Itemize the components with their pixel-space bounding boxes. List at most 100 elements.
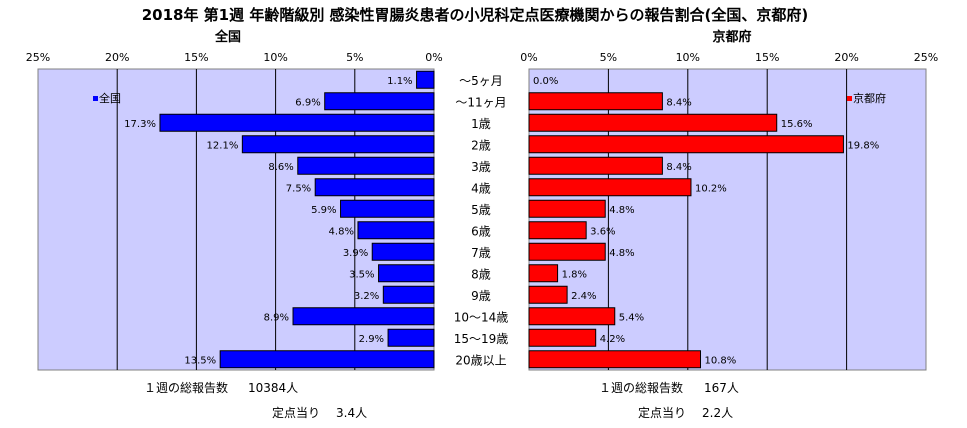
- national-bar: [292, 307, 435, 326]
- kyoto-bar: [528, 350, 702, 369]
- kyoto-bar: [528, 221, 587, 240]
- national-data-label: 5.9%: [311, 205, 336, 216]
- kyoto-tick-label: 25%: [914, 51, 938, 64]
- national-tick-label: 0%: [425, 51, 442, 64]
- national-tick-label: 15%: [184, 51, 208, 64]
- national-bar: [416, 70, 435, 89]
- category-label: ～11ヶ月: [455, 95, 506, 109]
- national-legend: 全国: [93, 91, 121, 105]
- kyoto-bar: [528, 264, 559, 283]
- category-label: 20歳以上: [455, 353, 506, 367]
- kyoto-bar: [528, 328, 597, 347]
- national-tick-label: 20%: [105, 51, 129, 64]
- kyoto-data-label: 1.8%: [562, 269, 587, 280]
- national-bar: [241, 135, 435, 154]
- national-bar: [297, 156, 435, 175]
- plots: 25% 20% 15% 10% 5% 0% 1.1% 6.9% 17.3% 12.1% 8.6% 7.…: [26, 51, 938, 371]
- national-bar: [340, 199, 435, 218]
- national-bar: [357, 221, 435, 240]
- national-legend-swatch: [93, 96, 98, 101]
- kyoto-data-label: 15.6%: [781, 119, 813, 130]
- national-per-site-value: 3.4人: [336, 406, 367, 420]
- kyoto-data-label: 4.8%: [609, 205, 634, 216]
- national-data-label: 4.8%: [329, 226, 354, 237]
- national-bar: [159, 113, 435, 132]
- kyoto-data-label: 3.6%: [590, 226, 615, 237]
- kyoto-tick-label: 0%: [520, 51, 537, 64]
- kyoto-tick-label: 5%: [600, 51, 617, 64]
- national-bar: [378, 264, 435, 283]
- national-legend-label: 全国: [99, 91, 121, 105]
- category-label: 3歳: [471, 160, 491, 174]
- national-data-label: 12.1%: [207, 140, 239, 151]
- category-label: 10～14歳: [454, 310, 509, 324]
- kyoto-data-label: 8.4%: [666, 97, 691, 108]
- national-data-label: 8.6%: [268, 162, 293, 173]
- kyoto-per-site-value: 2.2人: [702, 406, 733, 420]
- kyoto-data-label: 10.8%: [705, 355, 737, 366]
- national-reports-value: 10384人: [248, 381, 298, 395]
- kyoto-tick-label: 10%: [676, 51, 700, 64]
- kyoto-legend-label: 京都府: [853, 91, 886, 105]
- national-per-site-label: 定点当り: [272, 405, 320, 420]
- kyoto-reports-value: 167人: [704, 381, 739, 395]
- national-data-label: 8.9%: [264, 312, 289, 323]
- category-label: 8歳: [471, 267, 491, 281]
- kyoto-per-site-label: 定点当り: [638, 405, 686, 420]
- kyoto-data-label: 4.8%: [609, 248, 634, 259]
- category-label: 5歳: [471, 203, 491, 217]
- category-label: 6歳: [471, 224, 491, 238]
- category-label: 7歳: [471, 246, 491, 260]
- national-bar: [387, 328, 435, 347]
- national-bar: [324, 92, 435, 111]
- national-data-label: 13.5%: [184, 355, 216, 366]
- kyoto-tick-label: 15%: [755, 51, 779, 64]
- kyoto-panel-title: 京都府: [712, 29, 751, 45]
- national-data-label: 1.1%: [387, 76, 412, 87]
- category-label: 4歳: [471, 181, 491, 195]
- national-bar: [314, 178, 435, 197]
- category-label: 9歳: [471, 289, 491, 303]
- kyoto-reports-label: １週の総報告数: [599, 380, 683, 395]
- national-tick-label: 10%: [263, 51, 287, 64]
- kyoto-bar: [528, 242, 606, 261]
- kyoto-data-label: 10.2%: [695, 183, 727, 194]
- national-data-label: 17.3%: [124, 119, 156, 130]
- national-bar: [371, 242, 435, 261]
- national-data-label: 3.5%: [349, 269, 374, 280]
- national-reports-label: １週の総報告数: [144, 380, 228, 395]
- national-tick-label: 25%: [26, 51, 50, 64]
- kyoto-bar: [528, 199, 606, 218]
- kyoto-data-label: 19.8%: [847, 140, 879, 151]
- category-label: 2歳: [471, 138, 491, 152]
- chart-title: 2018年 第1週 年齢階級別 感染性胃腸炎患者の小児科定点医療機関からの報告割…: [142, 6, 809, 24]
- kyoto-data-label: 4.2%: [600, 334, 625, 345]
- kyoto-bar: [528, 178, 692, 197]
- national-data-label: 2.9%: [359, 334, 384, 345]
- national-panel-title: 全国: [214, 29, 241, 45]
- national-data-label: 7.5%: [286, 183, 311, 194]
- kyoto-legend: 京都府: [847, 91, 886, 105]
- category-label: 1歳: [471, 117, 491, 131]
- kyoto-bar: [528, 135, 844, 154]
- kyoto-data-label: 8.4%: [666, 162, 691, 173]
- national-tick-label: 5%: [346, 51, 363, 64]
- kyoto-tick-label: 20%: [834, 51, 858, 64]
- national-data-label: 6.9%: [295, 97, 320, 108]
- kyoto-bar: [528, 156, 663, 175]
- national-bar: [382, 285, 435, 304]
- kyoto-bar: [528, 113, 778, 132]
- category-label: ～5ヶ月: [459, 74, 503, 88]
- category-label: 15～19歳: [454, 332, 509, 346]
- kyoto-legend-swatch: [847, 96, 852, 101]
- kyoto-bar: [528, 92, 663, 111]
- national-footer: １週の総報告数 10384人 定点当り 3.4人: [144, 380, 367, 420]
- kyoto-data-label: 0.0%: [533, 76, 558, 87]
- national-bar: [219, 350, 435, 369]
- kyoto-data-label: 5.4%: [619, 312, 644, 323]
- kyoto-bar: [528, 307, 616, 326]
- kyoto-data-label: 2.4%: [571, 291, 596, 302]
- national-data-label: 3.9%: [343, 248, 368, 259]
- national-data-label: 3.2%: [354, 291, 379, 302]
